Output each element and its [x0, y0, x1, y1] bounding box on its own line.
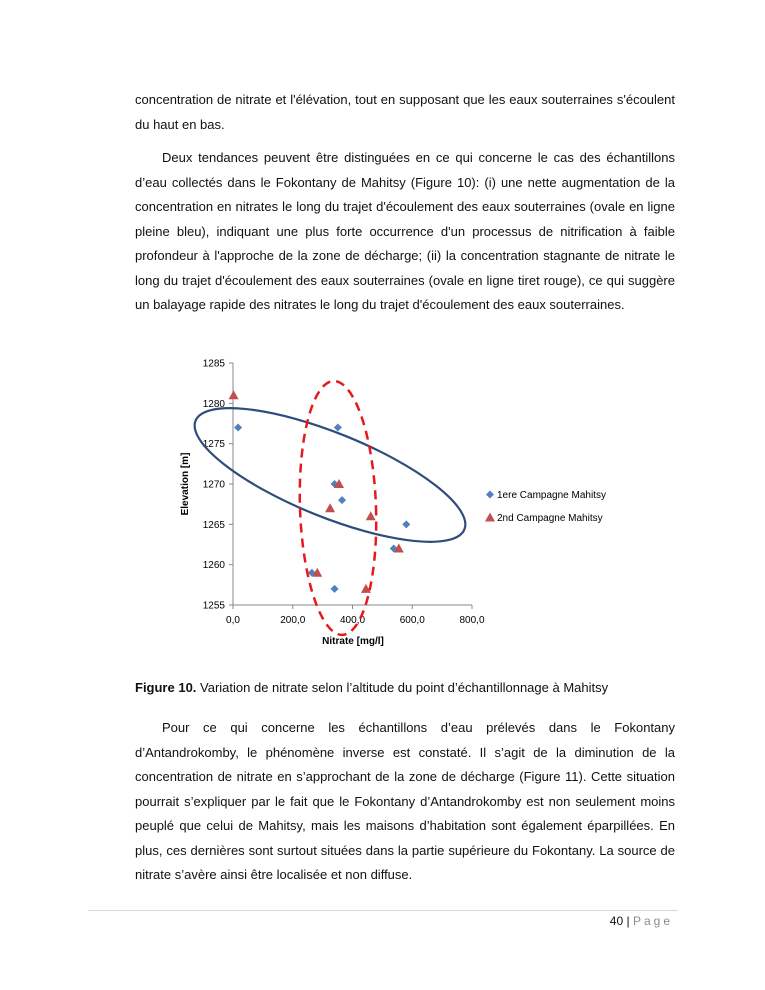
data-point-triangle	[325, 503, 336, 513]
solid-blue-ellipse	[193, 407, 467, 543]
y-tick-label: 1275	[203, 439, 226, 450]
legend-marker-diamond	[486, 490, 494, 499]
data-point-diamond	[330, 480, 339, 488]
page-footer: 40 | Page	[610, 914, 673, 928]
legend: 1ere Campagne Mahitsy 2nd Campagne Mahit…	[485, 490, 606, 524]
figure-10-chart: 1255 1260 1265 1270 1275 1280 1285 0,0 200,0 400,…	[180, 359, 606, 648]
y-tick-label: 1280	[203, 399, 226, 410]
caption-label: Figure 10.	[135, 680, 197, 695]
x-tick-label: 400,0	[340, 615, 365, 626]
x-tick-label: 0,0	[226, 615, 240, 626]
dashed-red-ellipse	[298, 379, 378, 637]
legend-label-1: 1ere Campagne Mahitsy	[497, 490, 606, 501]
data-point-triangle	[360, 583, 371, 593]
separator: |	[626, 914, 630, 928]
legend-label-2: 2nd Campagne Mahitsy	[497, 513, 603, 524]
x-axis-label: Nitrate [mg/l]	[322, 636, 384, 647]
data-point-diamond	[333, 423, 342, 432]
data-point-diamond	[402, 520, 411, 529]
y-tick-label: 1265	[203, 520, 226, 531]
paragraph-3: Pour ce qui concerne les échantillons d’…	[135, 720, 675, 882]
x-tick-label: 600,0	[400, 615, 425, 626]
x-tick-label: 800,0	[459, 615, 484, 626]
legend-marker-triangle	[485, 512, 495, 522]
y-tick-label: 1255	[203, 601, 226, 612]
page-word: Page	[632, 914, 673, 928]
paragraph-1: concentration de nitrate et l'élévation,…	[135, 92, 675, 132]
data-point-triangle	[334, 479, 345, 488]
y-tick-label: 1285	[203, 359, 226, 370]
paragraph-2: Deux tendances peuvent être distinguées …	[135, 150, 675, 312]
data-point-triangle	[312, 567, 323, 577]
data-point-diamond	[234, 423, 243, 432]
data-point-triangle	[365, 511, 376, 521]
y-tick-label: 1270	[203, 480, 226, 491]
data-point-triangle	[228, 390, 239, 400]
y-tick-label: 1260	[203, 560, 226, 571]
footer-divider	[88, 910, 678, 911]
caption-text: Variation de nitrate selon l’altitude du…	[196, 680, 609, 695]
x-tick-label: 200,0	[280, 615, 305, 626]
data-point-triangle	[393, 543, 404, 553]
y-axis-label: Elevation [m]	[180, 453, 191, 516]
data-point-diamond	[338, 496, 347, 505]
figure-caption: Figure 10. Variation de nitrate selon l’…	[135, 680, 608, 695]
data-point-diamond	[330, 584, 339, 593]
page-number: 40	[609, 914, 624, 928]
